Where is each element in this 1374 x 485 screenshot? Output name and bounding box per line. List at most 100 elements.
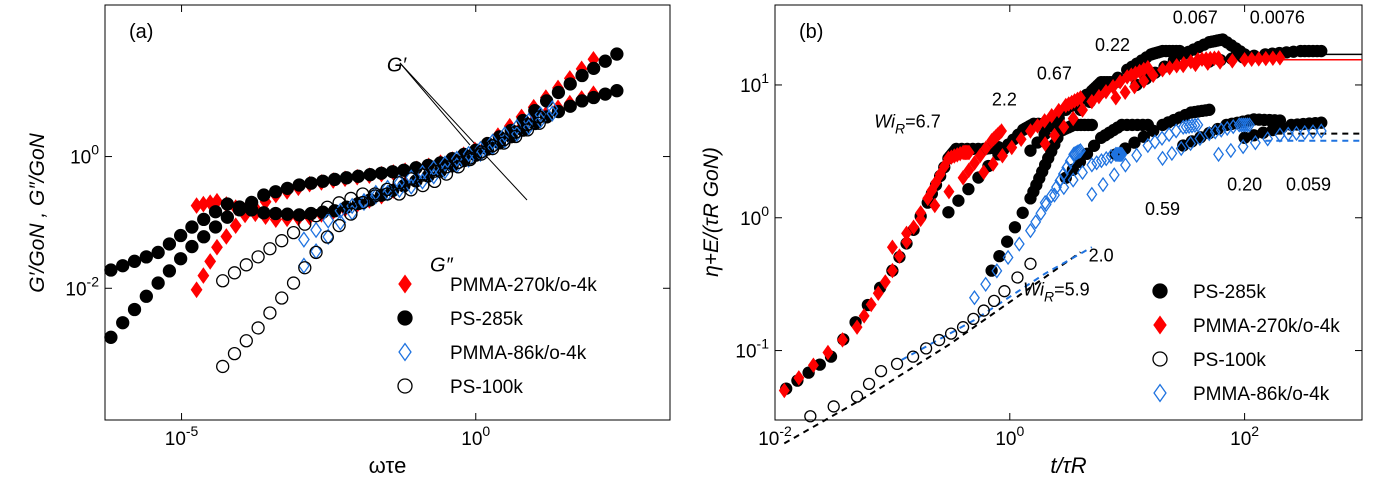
b-data-point <box>879 274 891 290</box>
b-x-tick-label: 10-2 <box>758 423 792 450</box>
a-legend-label: PMMA-270k/o-4k <box>450 275 597 296</box>
a-data-point <box>316 205 330 219</box>
a-data-point <box>485 141 500 156</box>
a-data-point <box>451 160 465 174</box>
b-series-1 <box>778 50 1286 399</box>
a-data-point <box>339 171 354 185</box>
b-data-point <box>872 285 884 301</box>
a-data-point <box>416 168 430 182</box>
b-data-point <box>1069 145 1081 162</box>
b-data-point <box>890 357 904 371</box>
b-data-point <box>1006 139 1018 156</box>
b-y-axis-label: η+E/(τR GoN) <box>700 147 723 277</box>
b-x-axis-label: t/τR <box>1050 453 1086 478</box>
a-data-point <box>374 166 388 180</box>
b-data-point <box>1025 123 1036 139</box>
a-y-axis-label: G′/GoN , G″/GoN <box>26 132 49 292</box>
b-data-point <box>1291 125 1302 142</box>
b-data-point <box>1110 90 1122 106</box>
a-data-point <box>263 306 277 320</box>
a-data-point <box>474 147 488 161</box>
a-data-point <box>532 116 546 130</box>
b-data-point <box>886 239 898 255</box>
a-data-point <box>563 77 577 91</box>
a-data-point <box>298 231 310 248</box>
b-data-point <box>804 410 817 423</box>
b-data-point <box>996 123 1007 139</box>
b-series-2 <box>804 257 1037 423</box>
b-data-point <box>1119 157 1131 173</box>
b-data-point <box>1192 117 1204 133</box>
b-data-point <box>1072 144 1084 160</box>
a-data-point <box>356 195 370 210</box>
a-data-point <box>510 118 523 136</box>
b-data-point <box>1087 139 1101 152</box>
a-data-point <box>510 125 523 143</box>
a-data-point <box>344 207 358 221</box>
b-data-point <box>1001 235 1014 248</box>
b-wi-label: WiR=6.7 <box>874 111 941 136</box>
a-data-point <box>497 136 511 150</box>
b-data-point <box>1166 145 1178 162</box>
a-legend-label: PS-100k <box>450 377 523 398</box>
b-data-point <box>1067 172 1079 188</box>
b-data-point <box>1239 117 1251 133</box>
b-rate-label: 2.0 <box>1089 245 1114 265</box>
a-data-point <box>174 228 188 243</box>
a-data-point <box>498 126 511 143</box>
b-data-point <box>942 206 955 219</box>
b-data-point <box>952 194 965 207</box>
b-wi-label: WiR=5.9 <box>1023 279 1090 304</box>
a-data-point <box>208 205 223 219</box>
a-data-point <box>532 110 546 124</box>
b-data-point <box>1025 222 1036 239</box>
a-data-point <box>239 334 253 348</box>
a-data-point <box>104 330 118 344</box>
a-data-point <box>551 85 566 100</box>
a-data-point <box>332 218 346 233</box>
b-data-point <box>1077 164 1088 181</box>
b-legend-label: PMMA-270k/o-4k <box>1193 316 1340 337</box>
b-data-point <box>1024 257 1037 270</box>
b-data-point <box>901 233 913 250</box>
b-data-point <box>1075 90 1086 106</box>
a-legend-label: PS-285k <box>450 309 523 330</box>
b-reference-line <box>901 246 1093 361</box>
a-legend-marker <box>397 378 413 394</box>
b-data-point <box>998 285 1011 298</box>
b-data-point <box>874 364 888 378</box>
b-data-point <box>962 182 975 196</box>
b-data-point <box>893 248 905 264</box>
a-data-point <box>539 94 554 108</box>
a-data-point <box>116 259 130 273</box>
b-data-point <box>963 162 975 179</box>
b-data-point <box>1131 147 1143 164</box>
a-x-tick-label: 100 <box>461 423 490 450</box>
a-data-point <box>427 174 442 189</box>
b-data-point <box>865 296 877 313</box>
b-data-point <box>963 144 975 161</box>
b-data-point <box>1226 53 1238 69</box>
a-data-point <box>257 206 271 220</box>
a-data-point <box>586 90 601 105</box>
b-data-point <box>978 164 990 181</box>
a-data-point <box>322 212 335 229</box>
b-rate-label: 0.067 <box>1173 8 1218 28</box>
b-data-point <box>1049 127 1060 144</box>
b-legend-marker <box>1153 315 1167 335</box>
a-data-point <box>298 217 312 231</box>
a-data-point <box>216 359 230 374</box>
b-legend-marker <box>1152 283 1168 299</box>
b-data-point <box>1113 146 1125 163</box>
a-data-point <box>185 239 199 254</box>
b-data-point <box>919 342 933 355</box>
a-data-point <box>197 212 211 227</box>
a-data-point <box>575 68 589 83</box>
a-data-point <box>328 172 342 187</box>
b-legend-label: PS-100k <box>1193 350 1266 371</box>
b-data-point <box>1058 119 1070 135</box>
b-data-point <box>968 289 980 306</box>
a-data-point <box>268 206 283 221</box>
b-data-point <box>1147 124 1160 137</box>
b-data-point <box>1032 118 1044 134</box>
